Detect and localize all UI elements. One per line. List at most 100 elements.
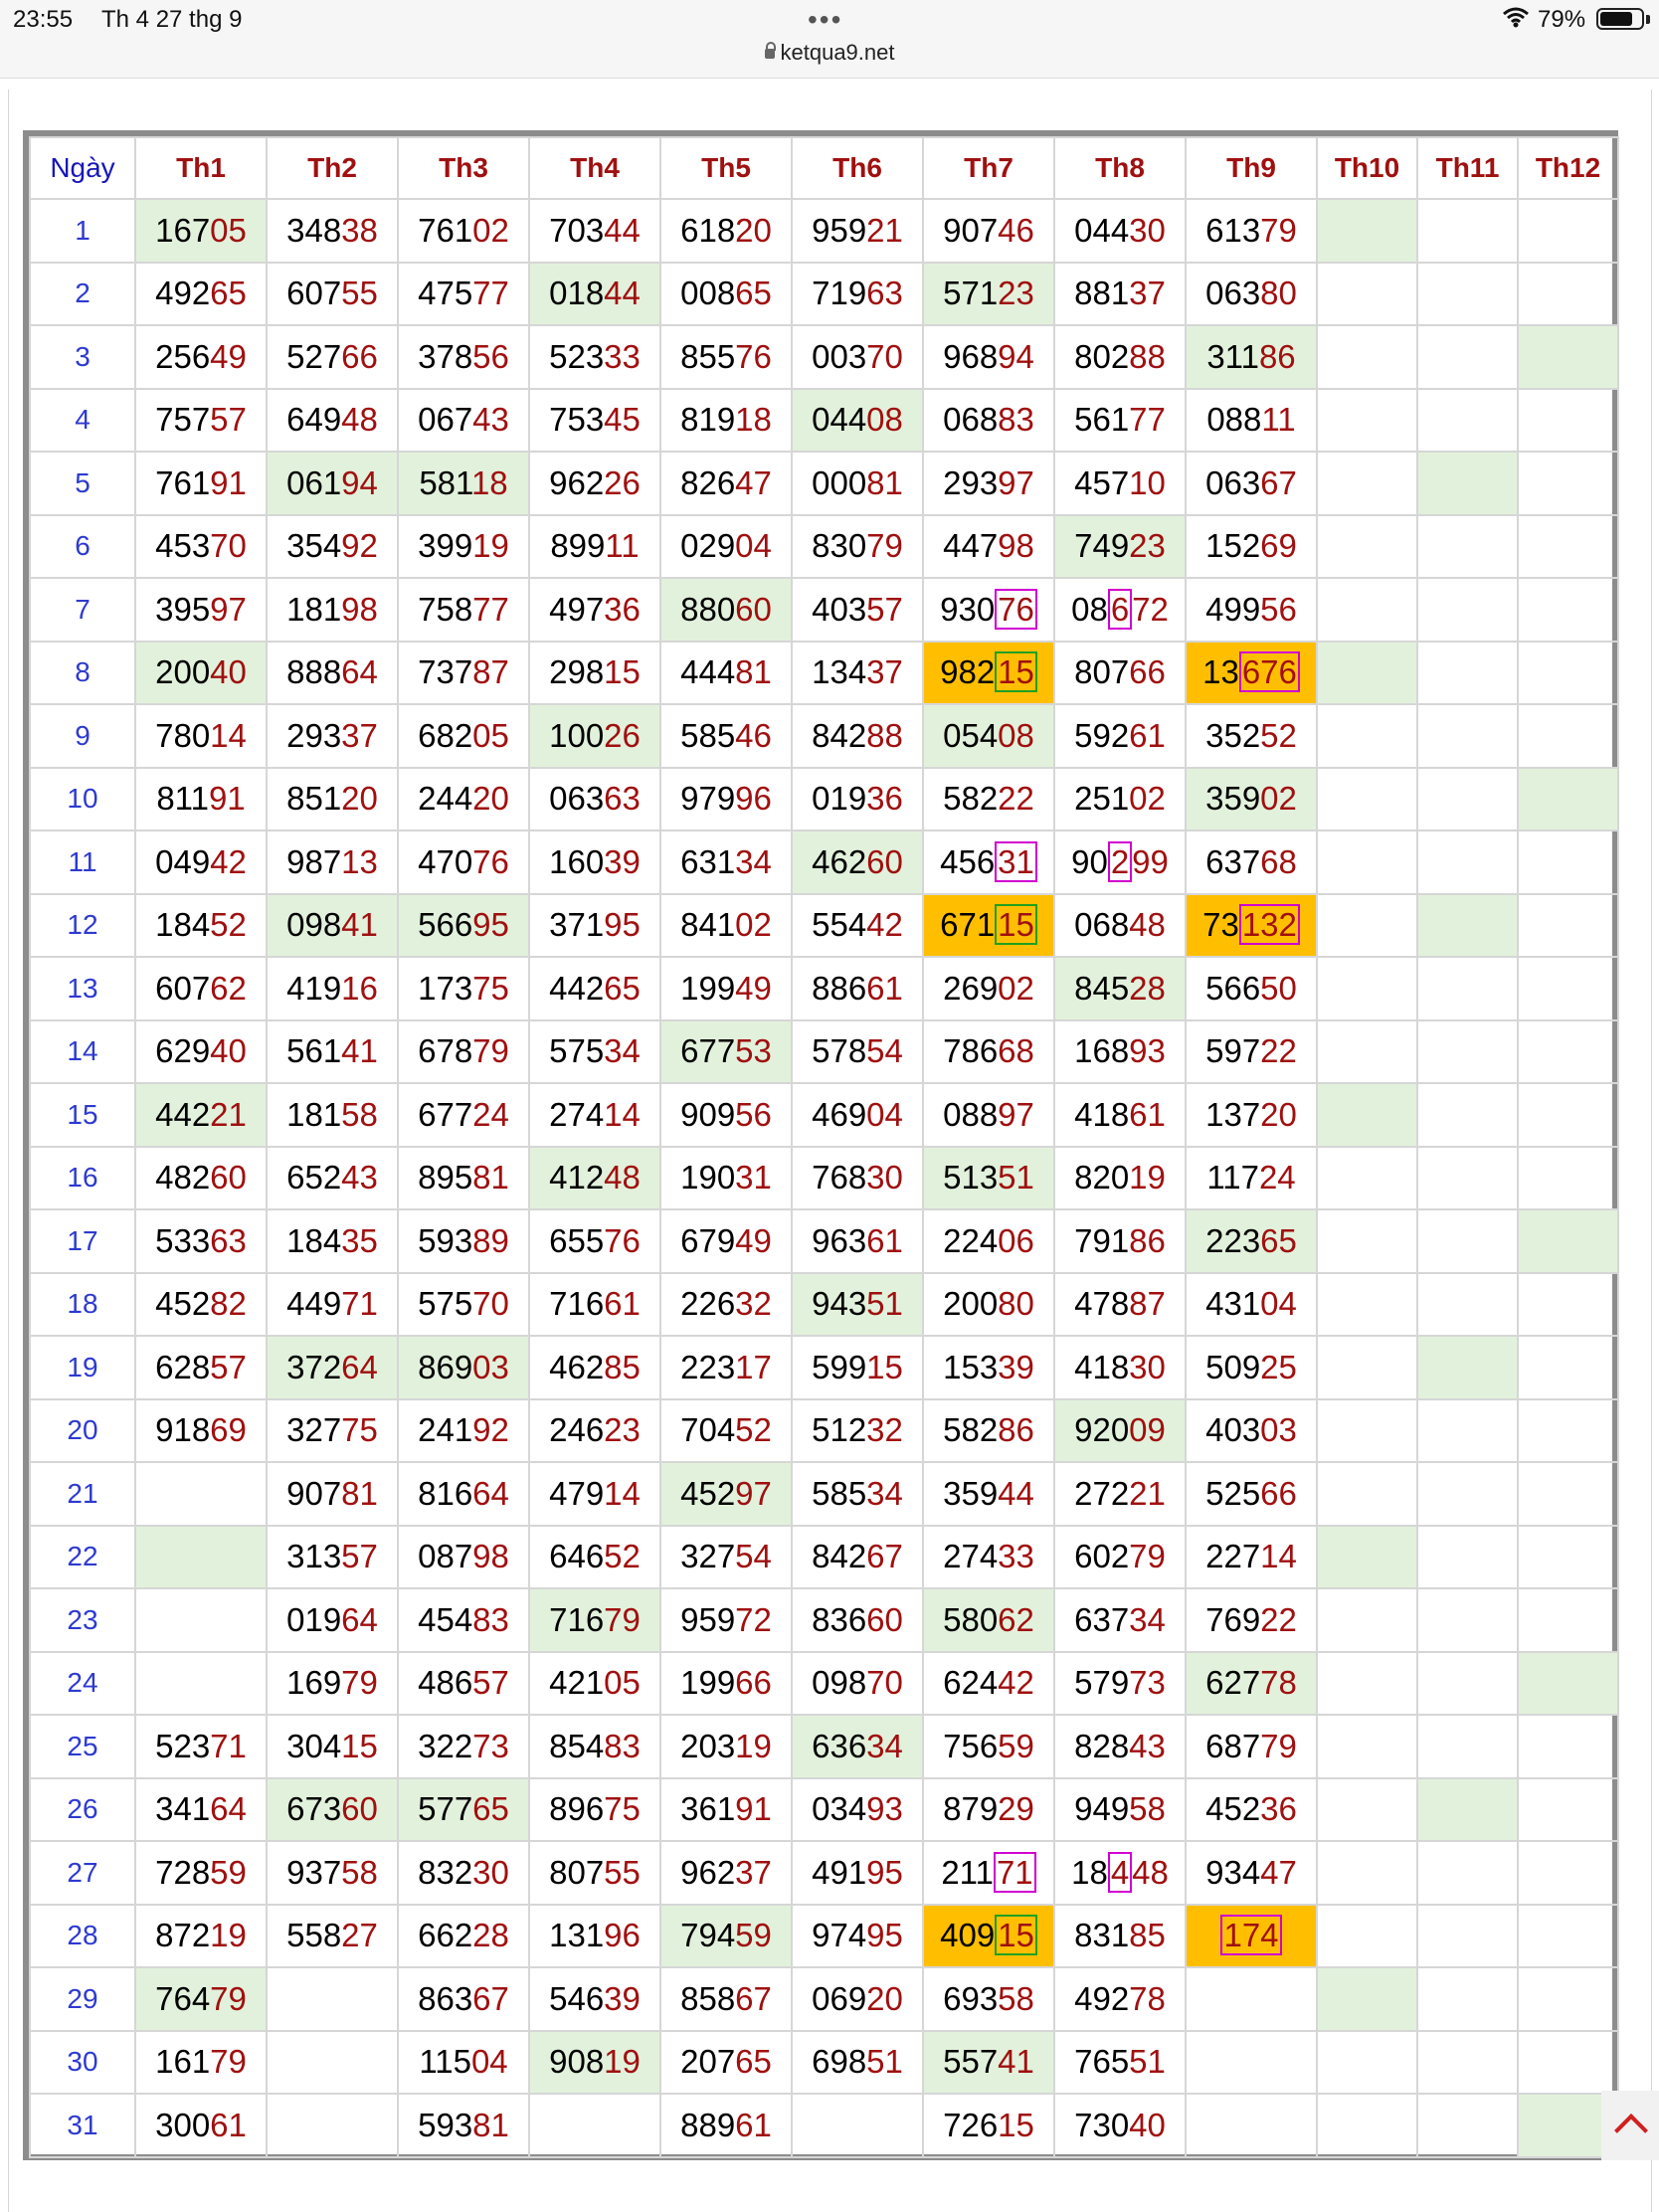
result-tail-digits: 76 (604, 1221, 641, 1259)
result-cell: 86903 (397, 1335, 530, 1400)
result-head-digits: 880 (680, 590, 736, 628)
result-cell: 11504 (397, 2029, 530, 2095)
result-tail-digits: 91 (208, 780, 246, 818)
month-header: Th10 (1316, 136, 1418, 200)
result-head-digits: 580 (943, 1600, 999, 1638)
result-cell: 31357 (266, 1524, 399, 1589)
result-cell: 60279 (1053, 1524, 1187, 1589)
result-head-digits: 470 (418, 842, 473, 880)
result-head-digits: 909 (680, 1095, 736, 1133)
result-cell (1517, 1966, 1619, 2032)
result-head-digits: 352 (1205, 716, 1261, 754)
result-head-digits: 049 (155, 842, 211, 880)
result-cell: 24623 (528, 1397, 661, 1463)
result-tail-digits: 98 (998, 527, 1034, 565)
result-cell: 09841 (266, 892, 399, 958)
result-cell: 06380 (1185, 261, 1318, 326)
result-cell: 30415 (266, 1714, 399, 1779)
result-head-digits: 845 (1074, 969, 1130, 1007)
result-cell (1517, 830, 1619, 895)
result-cell (1316, 1208, 1418, 1274)
month-header: Th1 (134, 136, 268, 200)
result-head-digits: 918 (155, 1411, 211, 1449)
day-number: 9 (29, 703, 136, 769)
more-dots-icon[interactable]: ••• (808, 4, 843, 35)
result-tail-digits: 71 (210, 1727, 247, 1764)
result-cell (1416, 640, 1519, 705)
result-cell: 27221 (1053, 1461, 1187, 1527)
result-head-digits: 73 (1202, 906, 1239, 944)
result-tail-digits: 77 (472, 590, 509, 628)
result-head-digits: 256 (155, 337, 211, 375)
day-number: 8 (29, 640, 136, 705)
address-bar[interactable]: ketqua9.net (0, 40, 1659, 66)
result-cell: 24420 (397, 766, 530, 831)
result-head-digits: 274 (943, 1538, 999, 1575)
result-tail-digits: 20 (735, 211, 772, 249)
result-head-digits: 18 (1071, 1853, 1108, 1891)
result-head-digits: 361 (680, 1790, 736, 1828)
month-header: Th5 (659, 136, 793, 200)
result-head-digits: 211 (941, 1853, 994, 1891)
result-cell: 90299 (1053, 830, 1187, 895)
result-head-digits: 934 (1205, 1853, 1261, 1891)
result-head-digits: 896 (549, 1790, 605, 1828)
result-head-digits: 561 (286, 1032, 342, 1070)
result-cell: 04408 (791, 387, 924, 453)
result-cell: 37856 (397, 324, 530, 390)
clock-time: 23:55 (13, 6, 74, 33)
clock-date: Th 4 27 thg 9 (101, 6, 243, 33)
result-head-digits: 592 (1074, 716, 1130, 754)
result-cell: 81664 (397, 1461, 530, 1527)
result-cell: 70344 (528, 198, 661, 264)
result-tail-digits: 81 (341, 1474, 378, 1512)
result-cell: 13676 (1185, 640, 1318, 705)
result-tail-digits: 23 (604, 1411, 641, 1449)
result-cell: 76191 (134, 451, 268, 516)
result-head-digits: 888 (286, 653, 342, 691)
result-cell (791, 2093, 924, 2158)
result-cell: 01964 (266, 1587, 399, 1653)
result-cell (1316, 1397, 1418, 1463)
result-head-digits: 858 (680, 1979, 736, 2017)
result-cell: 82843 (1053, 1714, 1187, 1779)
result-head-digits: 098 (286, 906, 342, 944)
result-tail-digits: 88 (1129, 337, 1166, 375)
result-cell: 93758 (266, 1840, 399, 1906)
result-head-digits: 462 (549, 1348, 605, 1385)
result-head-digits: 761 (418, 211, 473, 249)
day-number: 17 (29, 1208, 136, 1274)
result-head-digits: 019 (812, 780, 867, 818)
result-head-digits: 452 (1205, 1790, 1261, 1828)
result-cell (1416, 2093, 1519, 2158)
result-cell: 04430 (1053, 198, 1187, 264)
result-cell: 55741 (922, 2029, 1055, 2095)
result-cell: 60762 (134, 956, 268, 1021)
result-tail-digits: 08 (998, 716, 1034, 754)
result-cell: 46904 (791, 1082, 924, 1148)
result-tail-digits: 97 (998, 463, 1034, 501)
boxed-tail-digits: 15 (995, 651, 1037, 693)
result-head-digits: 274 (549, 1095, 605, 1133)
result-cell: 44971 (266, 1271, 399, 1337)
scroll-to-top-button[interactable] (1601, 2091, 1659, 2160)
result-cell: 89581 (397, 1145, 530, 1210)
result-cell: 16179 (134, 2029, 268, 2095)
result-head-digits: 421 (549, 1664, 605, 1702)
result-tail-digits: 10 (1129, 463, 1166, 501)
result-cell (1316, 1524, 1418, 1589)
result-cell: 18158 (266, 1082, 399, 1148)
result-cell: 13437 (791, 640, 924, 705)
result-cell (1517, 1271, 1619, 1337)
day-number: 2 (29, 261, 136, 326)
result-head-digits: 585 (812, 1474, 867, 1512)
month-header: Th11 (1416, 136, 1519, 200)
result-cell (1517, 198, 1619, 264)
result-head-digits: 525 (1205, 1474, 1261, 1512)
result-cell: 174 (1185, 1903, 1318, 1968)
result-tail-digits: 54 (735, 1538, 772, 1575)
result-cell: 75345 (528, 387, 661, 453)
result-cell: 76830 (791, 1145, 924, 1210)
result-cell: 59915 (791, 1335, 924, 1400)
result-cell: 85483 (528, 1714, 661, 1779)
